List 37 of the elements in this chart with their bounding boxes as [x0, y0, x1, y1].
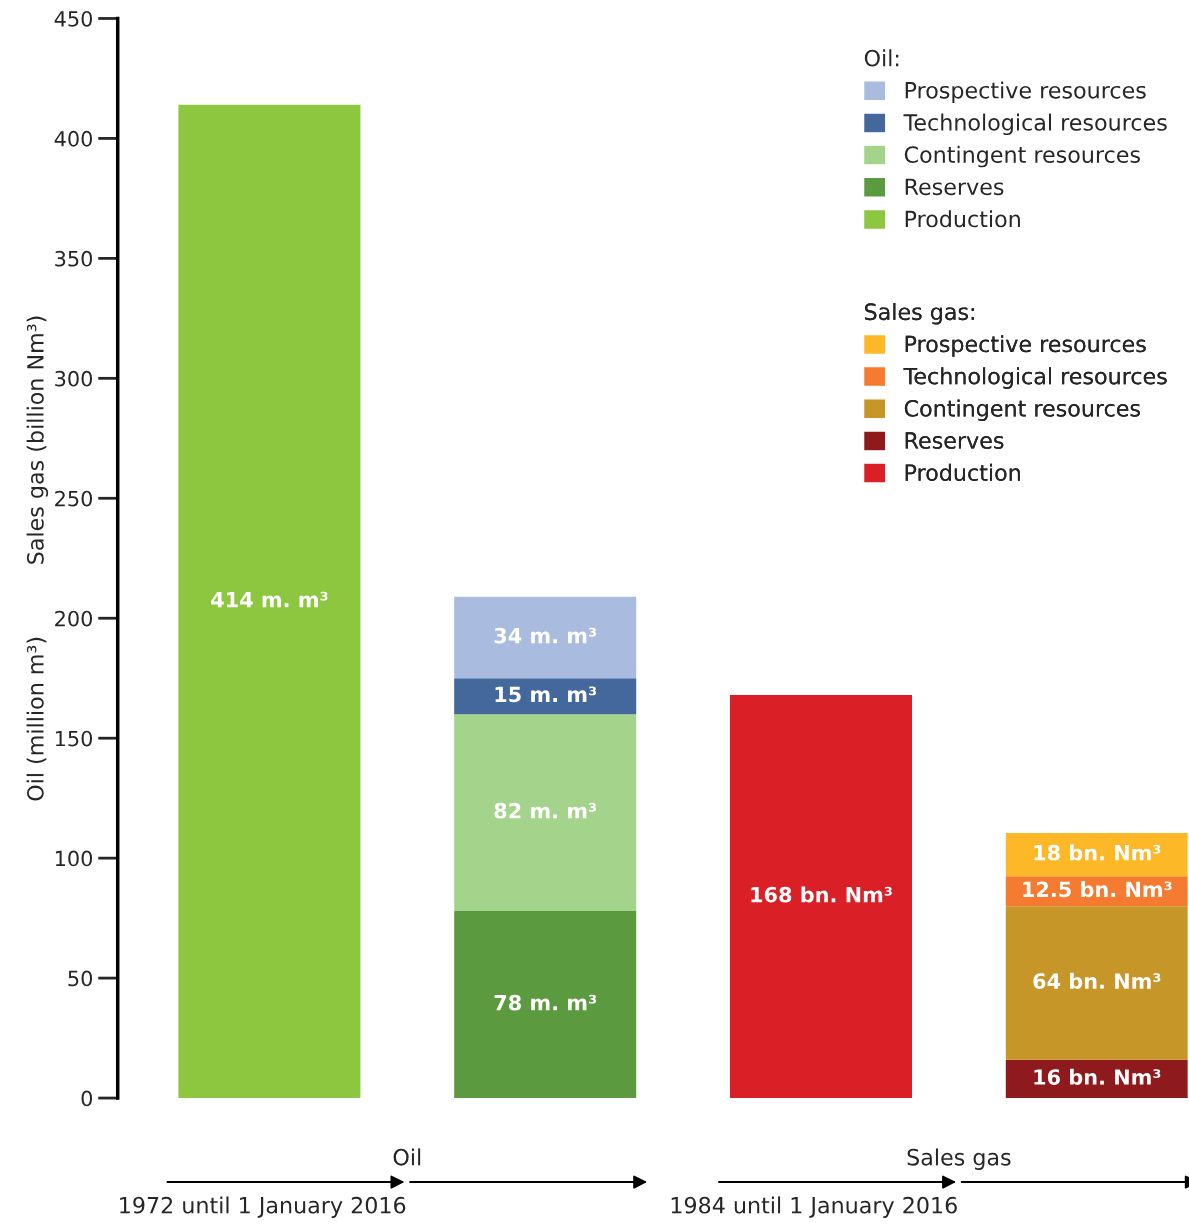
data-label: 168 bn. Nm³	[751, 886, 892, 903]
legend-label: Prospective resources	[905, 335, 1146, 357]
text: Oil	[393, 1148, 421, 1166]
y-tick-label: 350	[55, 250, 93, 267]
y-tick-label: 450	[54, 10, 93, 27]
y-tick-label: 150	[55, 730, 93, 747]
data-label: 15 m. m³	[495, 686, 597, 703]
y-tick-label: 100	[55, 850, 93, 867]
y-tick-label: 0	[81, 1090, 93, 1107]
data-label: 82 m. m³	[494, 802, 597, 819]
legend-label: Reserves	[905, 178, 1004, 196]
legend-label: Prospective resources	[905, 81, 1146, 103]
text: 1972 until 1 January 2016	[120, 1196, 406, 1218]
y-tick-label: 250	[55, 490, 93, 507]
legend-label: Contingent resources	[904, 145, 1140, 168]
legend-label: Contingent resources	[904, 399, 1140, 421]
y-tick-label: 200	[55, 610, 93, 627]
data-label: 12.5 bn. Nm³	[1023, 881, 1172, 898]
legend-label: Technological resources	[903, 367, 1167, 389]
legend-label: Production	[905, 210, 1020, 228]
text: Sales gas	[907, 1148, 1011, 1170]
data-label: 414 m. m³	[211, 591, 328, 608]
y-axis-title: Oil (million m³) Sales gas (billion Nm³)	[26, 316, 49, 801]
y-tick-label: 400	[54, 130, 93, 147]
legend-label: Technological resources	[903, 113, 1167, 136]
data-label: 16 bn. Nm³	[1034, 1068, 1161, 1085]
text: Sales gas:	[865, 302, 974, 325]
data-label: 34 m. m³	[494, 627, 597, 644]
text: 1984 until 1 January 2016	[671, 1196, 957, 1218]
data-label: 18 bn. Nm³	[1034, 844, 1161, 861]
y-tick-label: 300	[55, 370, 93, 387]
data-label: 78 m. m³	[494, 994, 597, 1011]
text: Oil:	[864, 49, 899, 67]
data-label: 64 bn. Nm³	[1033, 972, 1161, 989]
y-tick-label: 50	[68, 970, 93, 987]
legend-label: Production	[905, 463, 1020, 482]
legend-label: Reserves	[905, 432, 1004, 449]
